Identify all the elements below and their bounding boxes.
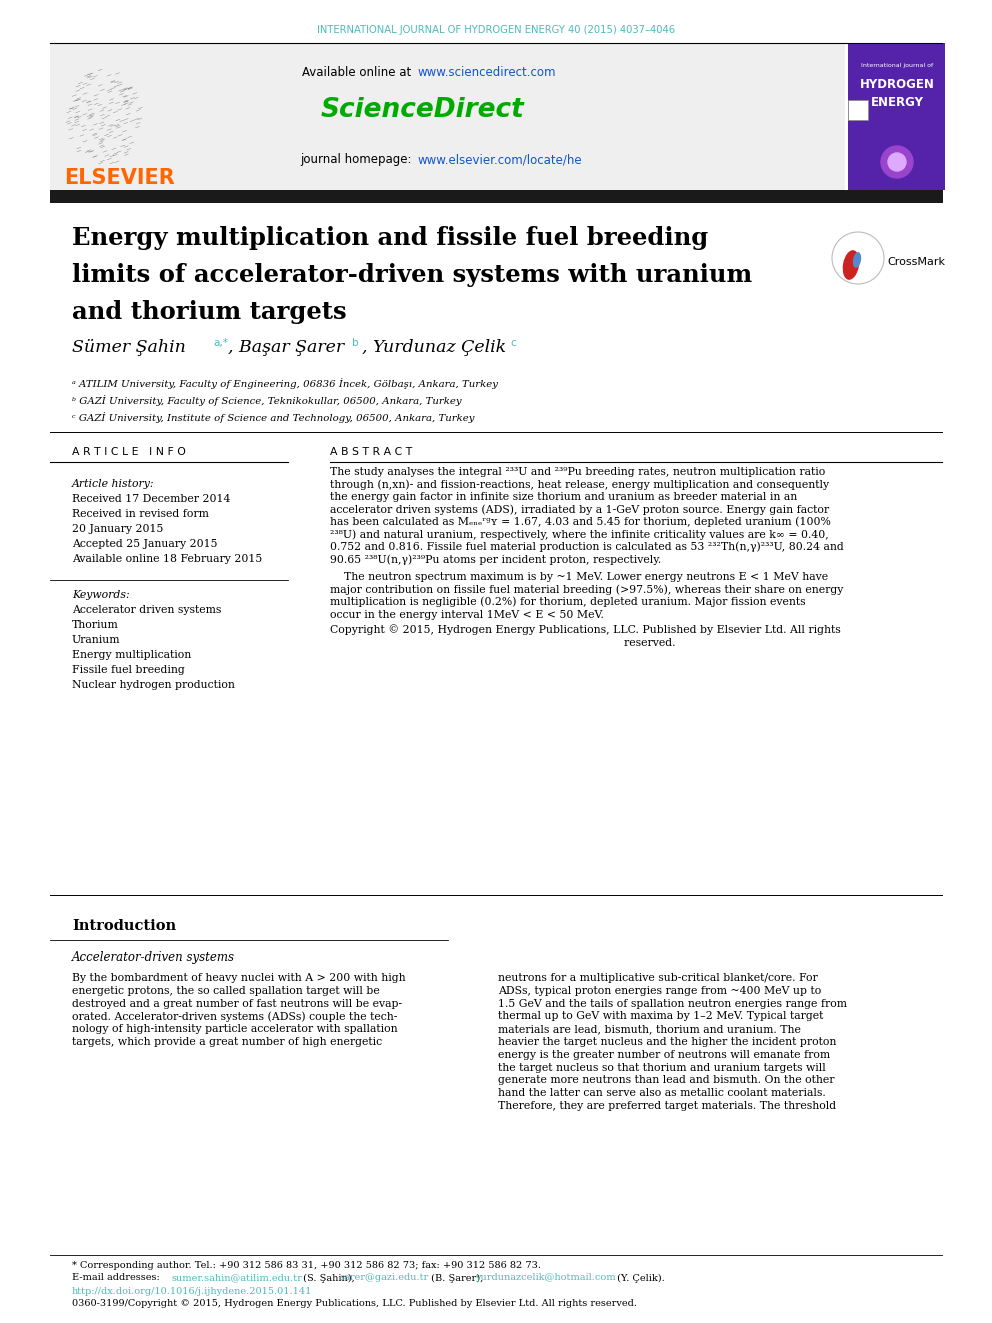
Text: , Yurdunaz Çelik: , Yurdunaz Çelik (362, 340, 506, 356)
Text: thermal up to GeV with maxima by 1–2 MeV. Typical target: thermal up to GeV with maxima by 1–2 MeV… (498, 1011, 823, 1021)
Text: neutrons for a multiplicative sub-critical blanket/core. For: neutrons for a multiplicative sub-critic… (498, 972, 817, 983)
Text: ENERGY: ENERGY (871, 97, 924, 110)
Text: 0.752 and 0.816. Fissile fuel material production is calculated as 53 ²³²Th(n,γ): 0.752 and 0.816. Fissile fuel material p… (330, 541, 844, 552)
Text: through (n,xn)- and fission-reactions, heat release, energy multiplication and c: through (n,xn)- and fission-reactions, h… (330, 479, 829, 490)
Text: Copyright © 2015, Hydrogen Energy Publications, LLC. Published by Elsevier Ltd. : Copyright © 2015, Hydrogen Energy Public… (330, 624, 841, 635)
Text: sumer.sahin@atilim.edu.tr: sumer.sahin@atilim.edu.tr (172, 1274, 303, 1282)
Text: The neutron spectrum maximum is by ~1 MeV. Lower energy neutrons E < 1 MeV have: The neutron spectrum maximum is by ~1 Me… (330, 572, 828, 582)
Text: www.sciencedirect.com: www.sciencedirect.com (417, 66, 556, 78)
Text: reserved.: reserved. (330, 638, 676, 647)
Text: ᵃ ATILIM University, Faculty of Engineering, 06836 İncek, Gölbaşı, Ankara, Turke: ᵃ ATILIM University, Faculty of Engineer… (72, 378, 498, 389)
Text: A B S T R A C T: A B S T R A C T (330, 447, 413, 456)
Text: yurdunazcelik@hotmail.com: yurdunazcelik@hotmail.com (475, 1274, 616, 1282)
Text: 90.65 ²³⁸U(n,γ)²³⁹Pu atoms per incident proton, respectively.: 90.65 ²³⁸U(n,γ)²³⁹Pu atoms per incident … (330, 554, 662, 565)
Text: 0360-3199/Copyright © 2015, Hydrogen Energy Publications, LLC. Published by Else: 0360-3199/Copyright © 2015, Hydrogen Ene… (72, 1299, 637, 1308)
Text: (Y. Çelik).: (Y. Çelik). (614, 1274, 665, 1282)
Text: and thorium targets: and thorium targets (72, 300, 346, 324)
Text: , Başar Şarer: , Başar Şarer (228, 340, 344, 356)
Text: Energy multiplication: Energy multiplication (72, 650, 191, 660)
Text: Nuclear hydrogen production: Nuclear hydrogen production (72, 680, 235, 691)
Text: International journal of: International journal of (861, 62, 933, 67)
Text: hand the latter can serve also as metallic coolant materials.: hand the latter can serve also as metall… (498, 1089, 825, 1098)
Text: Available online at: Available online at (302, 66, 415, 78)
Text: destroyed and a great number of fast neutrons will be evap-: destroyed and a great number of fast neu… (72, 999, 402, 1008)
Bar (848, 101, 868, 120)
Text: energetic protons, the so called spallation target will be: energetic protons, the so called spallat… (72, 986, 380, 996)
Text: The study analyses the integral ²³³U and ²³⁹Pu breeding rates, neutron multiplic: The study analyses the integral ²³³U and… (330, 467, 825, 478)
Text: Introduction: Introduction (72, 919, 177, 933)
Circle shape (888, 153, 906, 171)
Text: * Corresponding author. Tel.: +90 312 586 83 31, +90 312 586 82 73; fax: +90 312: * Corresponding author. Tel.: +90 312 58… (72, 1261, 541, 1270)
Text: Energy multiplication and fissile fuel breeding: Energy multiplication and fissile fuel b… (72, 226, 708, 250)
Text: orated. Accelerator-driven systems (ADSs) couple the tech-: orated. Accelerator-driven systems (ADSs… (72, 1011, 398, 1021)
Text: ELSEVIER: ELSEVIER (64, 168, 176, 188)
Ellipse shape (842, 250, 859, 280)
Text: ᶜ GAZİ University, Institute of Science and Technology, 06500, Ankara, Turkey: ᶜ GAZİ University, Institute of Science … (72, 413, 474, 423)
Text: CrossMark: CrossMark (887, 257, 945, 267)
Text: Received in revised form: Received in revised form (72, 509, 209, 519)
Text: (S. Şahin),: (S. Şahin), (300, 1274, 358, 1282)
Text: Sümer Şahin: Sümer Şahin (72, 340, 186, 356)
Text: major contribution on fissile fuel material breeding (>97.5%), whereas their sha: major contribution on fissile fuel mater… (330, 585, 843, 595)
Text: journal homepage:: journal homepage: (300, 153, 415, 167)
Text: heavier the target nucleus and the higher the incident proton: heavier the target nucleus and the highe… (498, 1037, 836, 1046)
Text: b: b (352, 337, 359, 348)
Text: c: c (510, 337, 516, 348)
Text: limits of accelerator-driven systems with uranium: limits of accelerator-driven systems wit… (72, 263, 752, 287)
Text: energy is the greater number of neutrons will emanate from: energy is the greater number of neutrons… (498, 1049, 830, 1060)
Bar (848, 44, 945, 191)
Text: Thorium: Thorium (72, 620, 119, 630)
Text: Available online 18 February 2015: Available online 18 February 2015 (72, 554, 262, 564)
Text: has been calculated as Mₑₙₑʳᵍʏ = 1.67, 4.03 and 5.45 for thorium, depleted urani: has been calculated as Mₑₙₑʳᵍʏ = 1.67, 4… (330, 517, 831, 528)
Text: accelerator driven systems (ADS), irradiated by a 1-GeV proton source. Energy ga: accelerator driven systems (ADS), irradi… (330, 504, 829, 515)
Text: INTERNATIONAL JOURNAL OF HYDROGEN ENERGY 40 (2015) 4037–4046: INTERNATIONAL JOURNAL OF HYDROGEN ENERGY… (316, 25, 676, 34)
Bar (50, 191, 943, 202)
Text: Uranium: Uranium (72, 635, 120, 646)
Text: generate more neutrons than lead and bismuth. On the other: generate more neutrons than lead and bis… (498, 1076, 834, 1085)
Text: HYDROGEN: HYDROGEN (859, 78, 934, 91)
Text: www.elsevier.com/locate/he: www.elsevier.com/locate/he (417, 153, 581, 167)
Text: 1.5 GeV and the tails of spallation neutron energies range from: 1.5 GeV and the tails of spallation neut… (498, 999, 847, 1008)
Text: Accepted 25 January 2015: Accepted 25 January 2015 (72, 538, 217, 549)
Text: materials are lead, bismuth, thorium and uranium. The: materials are lead, bismuth, thorium and… (498, 1024, 801, 1035)
Text: (B. Şarer),: (B. Şarer), (428, 1274, 486, 1282)
Text: Accelerator-driven systems: Accelerator-driven systems (72, 951, 235, 964)
Text: http://dx.doi.org/10.1016/j.ijhydene.2015.01.141: http://dx.doi.org/10.1016/j.ijhydene.201… (72, 1286, 312, 1295)
Text: occur in the energy interval 1MeV < E < 50 MeV.: occur in the energy interval 1MeV < E < … (330, 610, 604, 619)
Text: E-mail addresses:: E-mail addresses: (72, 1274, 163, 1282)
Text: the energy gain factor in infinite size thorium and uranium as breeder material : the energy gain factor in infinite size … (330, 492, 798, 501)
Text: Accelerator driven systems: Accelerator driven systems (72, 605, 221, 615)
Text: nology of high-intensity particle accelerator with spallation: nology of high-intensity particle accele… (72, 1024, 398, 1035)
Text: ScienceDirect: ScienceDirect (320, 97, 524, 123)
Text: Received 17 December 2014: Received 17 December 2014 (72, 493, 230, 504)
Text: Keywords:: Keywords: (72, 590, 130, 601)
Text: the target nucleus so that thorium and uranium targets will: the target nucleus so that thorium and u… (498, 1062, 825, 1073)
Circle shape (881, 146, 913, 179)
Text: By the bombardment of heavy nuclei with A > 200 with high: By the bombardment of heavy nuclei with … (72, 972, 406, 983)
Text: 20 January 2015: 20 January 2015 (72, 524, 164, 534)
Text: ᵇ GAZİ University, Faculty of Science, Teknikokullar, 06500, Ankara, Turkey: ᵇ GAZİ University, Faculty of Science, T… (72, 396, 461, 406)
Text: ADSs, typical proton energies range from ~400 MeV up to: ADSs, typical proton energies range from… (498, 986, 821, 996)
Text: Article history:: Article history: (72, 479, 155, 490)
Ellipse shape (853, 253, 861, 269)
Text: A R T I C L E   I N F O: A R T I C L E I N F O (72, 447, 186, 456)
Text: targets, which provide a great number of high energetic: targets, which provide a great number of… (72, 1037, 382, 1046)
Circle shape (832, 232, 884, 284)
Text: Fissile fuel breeding: Fissile fuel breeding (72, 665, 185, 675)
Text: a,*: a,* (213, 337, 228, 348)
Bar (50, 44, 845, 191)
Text: ²³⁸U) and natural uranium, respectively, where the infinite criticality values a: ²³⁸U) and natural uranium, respectively,… (330, 529, 828, 540)
Text: sarer@gazi.edu.tr: sarer@gazi.edu.tr (340, 1274, 430, 1282)
Text: Therefore, they are preferred target materials. The threshold: Therefore, they are preferred target mat… (498, 1101, 836, 1111)
Text: multiplication is negligible (0.2%) for thorium, depleted uranium. Major fission: multiplication is negligible (0.2%) for … (330, 597, 806, 607)
